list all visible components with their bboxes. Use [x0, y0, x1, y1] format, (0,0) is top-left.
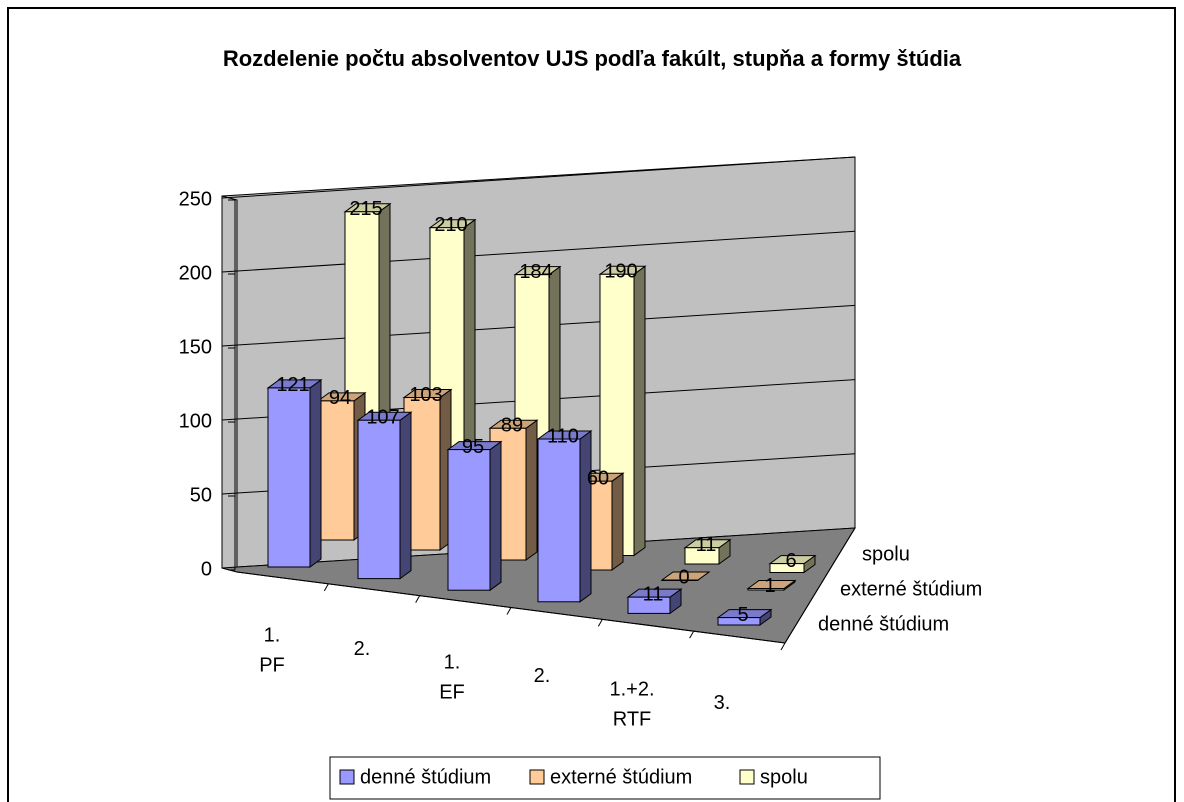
data-label: 94	[329, 387, 351, 409]
category-tick	[323, 583, 329, 592]
category-tick	[506, 607, 512, 615]
bar-front	[627, 596, 671, 614]
chart-title: Rozdelenie počtu absolventov UJS podľa f…	[222, 46, 962, 71]
bar-front	[267, 387, 311, 568]
bar-front	[357, 419, 401, 580]
data-label: 121	[276, 374, 309, 396]
y-tick-label: 0	[201, 558, 212, 580]
bar	[356, 411, 413, 580]
bar-side	[399, 411, 412, 580]
grid-line	[221, 230, 856, 273]
data-label: 6	[785, 550, 796, 572]
data-label: 60	[587, 467, 609, 489]
legend-swatch	[739, 769, 755, 785]
data-label: 89	[501, 415, 523, 437]
data-label: 215	[349, 198, 382, 220]
y-tick-label: 150	[179, 336, 212, 358]
legend-swatch	[529, 769, 545, 785]
x-tick-label: 1.	[264, 624, 281, 646]
bar-side	[309, 378, 322, 568]
bar	[266, 378, 323, 568]
bar	[746, 579, 797, 591]
bar-front	[717, 617, 761, 626]
bar-front	[661, 579, 699, 581]
bar-front	[684, 547, 720, 565]
bar	[683, 538, 732, 565]
category-tick	[415, 595, 421, 603]
y-tick-label: 200	[179, 262, 212, 284]
bar-side	[525, 419, 538, 561]
legend-label: denné štúdium	[360, 766, 491, 788]
bar	[768, 554, 817, 574]
x-tick-label: 3.	[714, 692, 731, 714]
bar	[446, 440, 503, 592]
bar-side	[579, 430, 592, 603]
bar-front	[317, 400, 355, 541]
legend-label: spolu	[760, 766, 808, 788]
data-label: 184	[519, 261, 552, 283]
data-label: 110	[547, 425, 579, 447]
category-tick	[689, 630, 695, 639]
bar	[716, 608, 773, 626]
bar	[660, 571, 711, 581]
data-label: 95	[462, 436, 484, 458]
bar	[536, 430, 593, 603]
data-label: 0	[678, 566, 689, 588]
x-tick-label: 1.	[444, 651, 461, 673]
category-tick	[780, 642, 786, 651]
data-label: 190	[604, 261, 637, 283]
bar-side	[489, 440, 502, 592]
depth-label: denné štúdium	[818, 613, 949, 635]
bar	[626, 588, 683, 615]
bar-front	[537, 438, 581, 603]
bar	[316, 391, 367, 541]
bar-front	[769, 563, 805, 573]
x-tick-label: 2.	[534, 665, 551, 687]
depth-label: spolu	[862, 543, 910, 565]
y-tick-label: 100	[179, 410, 212, 432]
bar-front	[747, 588, 785, 591]
data-label: 107	[366, 407, 399, 429]
bar-side	[611, 472, 624, 571]
legend-swatch	[339, 769, 355, 785]
category-tick	[597, 619, 603, 627]
x-tick-label: EF	[439, 681, 465, 703]
grid-line	[221, 156, 856, 199]
depth-label: externé štúdium	[840, 578, 982, 600]
x-tick-label: 1.+2.	[609, 678, 654, 700]
y-tick-label: 250	[179, 188, 212, 210]
data-label: 1	[764, 575, 775, 597]
legend-label: externé štúdium	[550, 766, 692, 788]
data-label: 210	[434, 214, 467, 236]
bar-side	[633, 265, 646, 557]
x-tick-label: 2.	[354, 638, 371, 660]
x-tick-label: RTF	[613, 708, 652, 730]
depth-axis	[784, 527, 856, 644]
bar-front	[447, 449, 491, 591]
legend-box	[329, 756, 881, 800]
data-label: 103	[409, 384, 442, 406]
data-label: 11	[696, 534, 717, 556]
y-tick-label: 50	[190, 484, 212, 506]
x-tick-label: PF	[259, 654, 285, 676]
data-label: 5	[737, 604, 748, 626]
data-label: 11	[643, 583, 664, 605]
